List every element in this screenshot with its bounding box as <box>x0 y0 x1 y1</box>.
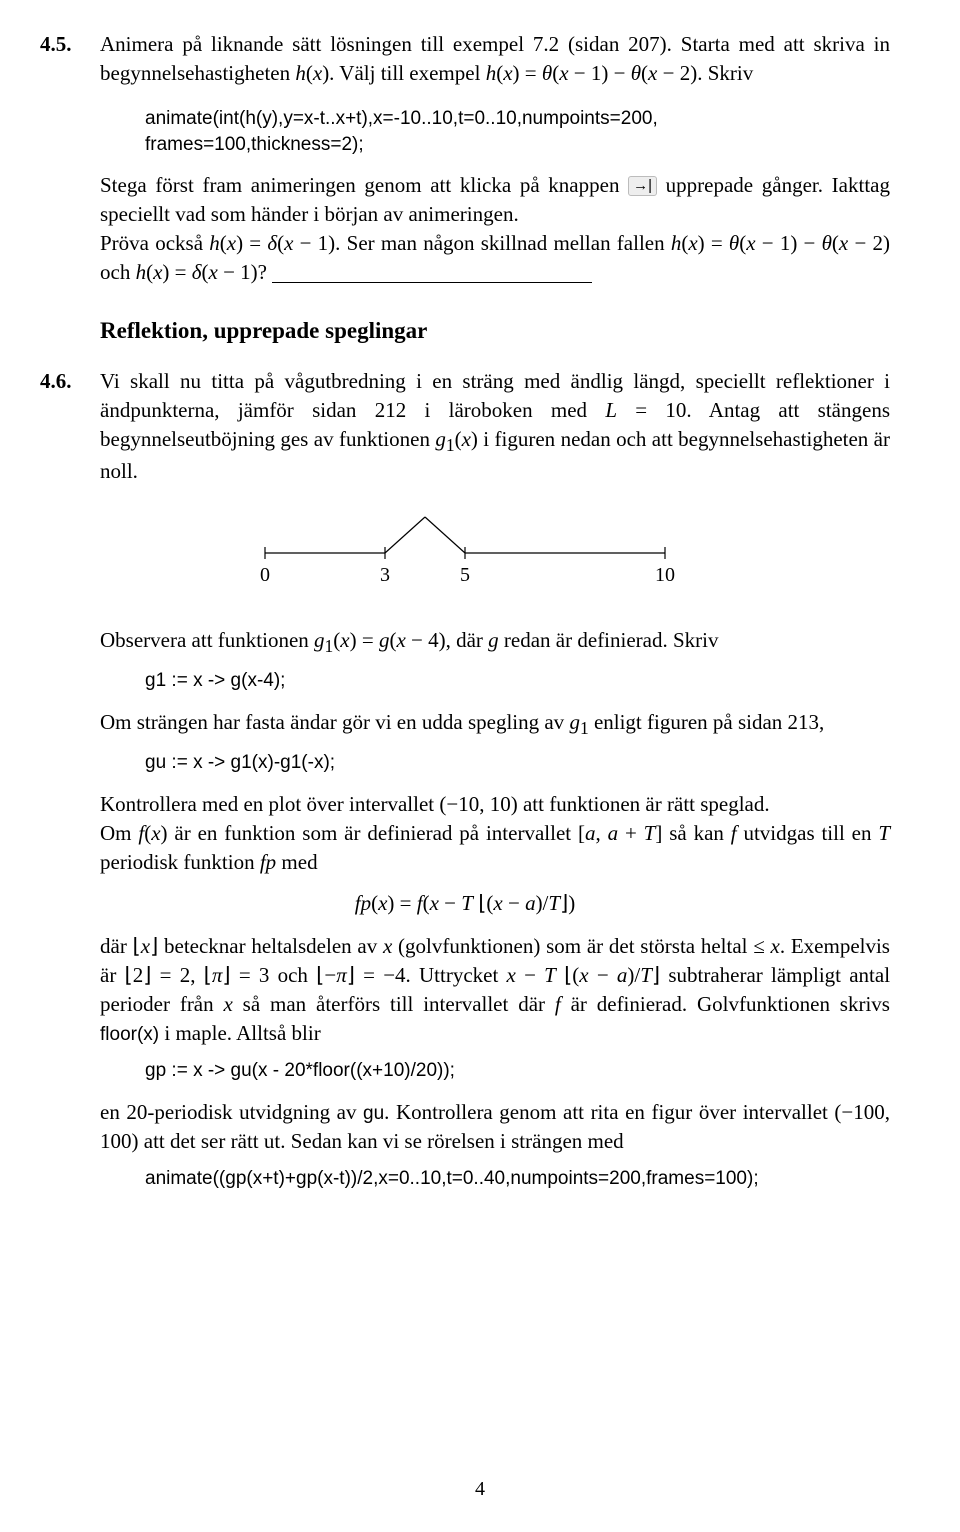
code-gu: gu := x -> g1(x)-g1(-x); <box>145 750 890 776</box>
string-figure: 0 3 5 10 <box>235 508 695 598</box>
code-animate-gp: animate((gp(x+t)+gp(x-t))/2,x=0..10,t=0.… <box>145 1166 890 1192</box>
item-4-5-para3: Pröva också h(x) = δ(x − 1). Ser man någ… <box>100 229 890 287</box>
svg-text:10: 10 <box>655 564 675 586</box>
item-4-6-para6: en 20-periodisk utvidgning av gu. Kontro… <box>100 1098 890 1156</box>
item-4-5-para1: Animera på liknande sätt lösningen till … <box>100 30 890 88</box>
item-4-6-para2: Observera att funktionen g1(x) = g(x − 4… <box>100 626 890 658</box>
answer-blank-line <box>272 282 592 283</box>
code-g1: g1 := x -> g(x-4); <box>145 668 890 694</box>
item-4-6-para1: Vi skall nu titta på vågutbredning i en … <box>100 367 890 486</box>
step-forward-icon: →| <box>628 176 657 196</box>
item-4-6-para4: Kontrollera med en plot över intervallet… <box>100 790 890 877</box>
para2-pre-icon: Stega först fram animeringen genom att k… <box>100 173 628 197</box>
item-4-5-para3-text: Pröva också h(x) = δ(x − 1). Ser man någ… <box>100 231 890 284</box>
code-animate-int: animate(int(h(y),y=x-t..x+t),x=-10..10,t… <box>145 106 890 157</box>
code-gp: gp := x -> gu(x - 20*floor((x+10)/20)); <box>145 1058 890 1084</box>
svg-text:5: 5 <box>460 564 470 586</box>
section-heading-reflektion: Reflektion, upprepade speglingar <box>100 315 890 347</box>
periodic-extension-formula: fp(x) = f(x − T ⌊(x − a)/T⌋) <box>40 889 890 918</box>
item-4-6-para5: där ⌊x⌋ betecknar heltalsdelen av x (gol… <box>100 932 890 1048</box>
page-number: 4 <box>0 1476 960 1504</box>
svg-text:3: 3 <box>380 564 390 586</box>
svg-text:0: 0 <box>260 564 270 586</box>
item-4-6-para3: Om strängen har fasta ändar gör vi en ud… <box>100 708 890 740</box>
item-number-4-5: 4.5. <box>40 30 100 88</box>
item-4-5-para2: Stega först fram animeringen genom att k… <box>100 171 890 229</box>
item-number-4-6: 4.6. <box>40 367 100 486</box>
